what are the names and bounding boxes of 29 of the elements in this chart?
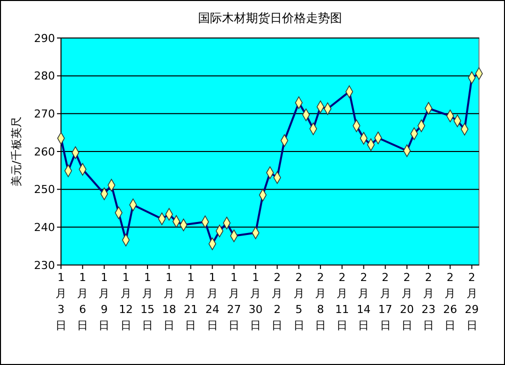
x-tick-label: 1月15日: [140, 271, 154, 332]
x-tick-label: 2月2日: [272, 271, 283, 332]
x-tick-label: 2月8日: [314, 271, 326, 332]
x-tick-label: 1月30日: [248, 271, 263, 332]
x-tick-label: 2月5日: [293, 271, 304, 332]
x-tick-label: 1月12日: [118, 271, 133, 332]
x-tick-label: 2月11日: [335, 271, 350, 332]
y-tick-label: 250: [34, 183, 55, 196]
y-tick-label: 290: [34, 32, 55, 45]
x-tick-label: 2月14日: [356, 271, 371, 332]
x-tick-label: 1月6日: [77, 271, 88, 332]
x-tick-label: 1月18日: [162, 271, 176, 332]
y-tick-label: 270: [34, 108, 55, 121]
x-tick-label: 1月9日: [98, 271, 110, 332]
y-axis-title: 美元/千板英尺: [10, 116, 23, 186]
x-tick-label: 2月23日: [422, 271, 436, 332]
y-tick-label: 230: [34, 258, 55, 272]
x-tick-label: 1月27日: [226, 271, 241, 332]
x-tick-label: 1月24日: [205, 271, 220, 332]
x-tick-label: 2月26日: [443, 271, 458, 332]
x-tick-label: 2月29日: [464, 271, 479, 332]
y-tick-label: 240: [34, 221, 55, 234]
x-tick-label: 1月3日: [56, 271, 66, 332]
x-tick-label: 2月20日: [400, 271, 414, 332]
y-tick-label: 280: [34, 70, 55, 83]
x-tick-label: 1月21日: [184, 271, 198, 332]
chart-title: 国际木材期货日价格走势图: [198, 11, 342, 25]
y-tick-label: 260: [34, 145, 55, 158]
x-tick-label: 2月17日: [378, 271, 392, 332]
